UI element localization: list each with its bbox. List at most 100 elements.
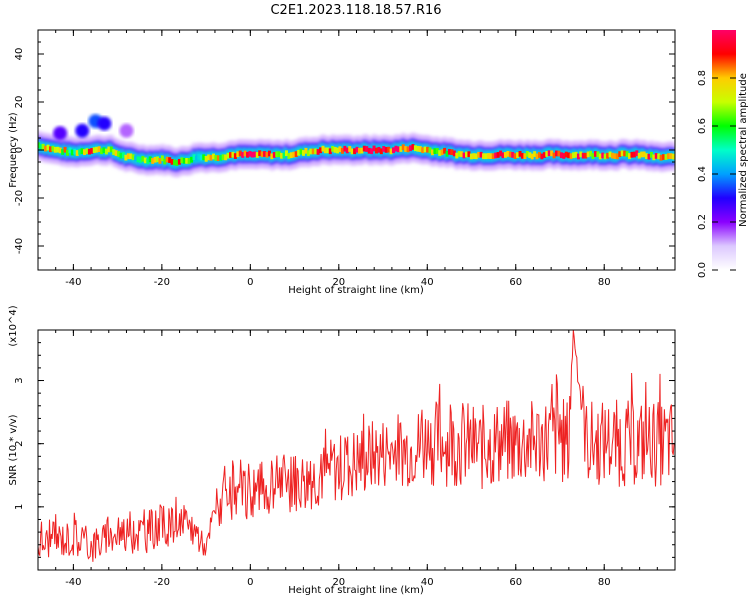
ridge-cell	[387, 146, 391, 153]
snr-ylabel: SNR (10 * v/v)	[8, 414, 19, 485]
ridge-cell	[297, 149, 301, 156]
ridge-cell	[552, 152, 556, 159]
ridge-cell	[367, 147, 371, 154]
ridge-cell	[326, 147, 330, 154]
ridge-cell	[606, 152, 610, 159]
ridge-cell	[506, 150, 510, 157]
ridge-cell	[328, 148, 332, 155]
ridge-cell	[401, 144, 405, 151]
ridge-cell	[299, 148, 303, 155]
ridge-cell	[445, 150, 449, 157]
ridge-cell	[569, 153, 573, 160]
ridge-cell	[138, 157, 142, 163]
ridge-cell	[542, 152, 546, 158]
x-tick-label: 40	[421, 577, 434, 588]
ridge-cell	[284, 150, 288, 157]
ridge-cell	[494, 152, 498, 159]
spectrogram-patch	[97, 116, 112, 131]
ridge-cell	[567, 152, 571, 159]
ridge-cell	[465, 151, 469, 158]
x-tick-label: -40	[65, 277, 81, 288]
ridge-cell	[671, 153, 675, 160]
ridge-cell	[41, 143, 45, 150]
ridge-cell	[309, 148, 313, 155]
spectrogram-patch	[53, 126, 68, 141]
ridge-cell	[365, 146, 369, 152]
ridge-cell	[56, 146, 60, 153]
ridge-cell	[282, 152, 286, 159]
ridge-cell	[518, 150, 522, 157]
ridge-cell	[669, 153, 673, 159]
ridge-cell	[584, 152, 588, 159]
ridge-cell	[68, 147, 72, 154]
ridge-cell	[572, 152, 576, 159]
ridge-cell	[97, 146, 101, 153]
ridge-cell	[396, 146, 400, 153]
ridge-cell	[608, 151, 612, 158]
ridge-cell	[294, 151, 298, 157]
ridge-cell	[438, 150, 442, 156]
ridge-cell	[173, 159, 177, 166]
ridge-cell	[630, 151, 634, 158]
ridge-cell	[666, 153, 670, 160]
ridge-cell	[530, 153, 534, 160]
ridge-cell	[331, 145, 335, 152]
ridge-cell	[469, 153, 473, 160]
ridge-cell	[555, 150, 559, 157]
ridge-cell	[455, 152, 459, 159]
ridge-cell	[343, 145, 347, 152]
ridge-cell	[443, 147, 447, 154]
ridge-cell	[659, 154, 663, 161]
colorbar-ticks: 0.0 0.2 0.4 0.6 0.8	[697, 70, 736, 278]
ridge-cell	[185, 158, 189, 164]
ridge-cell	[192, 154, 196, 161]
colorbar-tick-label: 0.0	[697, 262, 708, 278]
ridge-cell	[197, 153, 201, 160]
ridge-cell	[462, 152, 466, 159]
ridge-cell	[92, 147, 96, 153]
ridge-cell	[489, 153, 493, 159]
ridge-cell	[460, 151, 464, 158]
ridge-cell	[433, 148, 437, 155]
ridge-cell	[85, 148, 89, 154]
ridge-cell	[136, 156, 140, 163]
ridge-cell	[211, 153, 215, 160]
ridge-cell	[550, 150, 554, 157]
ridge-cell	[345, 147, 349, 154]
ridge-cell	[586, 151, 590, 158]
x-tick-label: -20	[154, 577, 170, 588]
ridge-cell	[134, 155, 138, 162]
ridge-cell	[124, 154, 128, 161]
ridge-cell	[316, 149, 320, 155]
ridge-cell	[350, 148, 354, 155]
ridge-cell	[593, 151, 597, 157]
y-tick-label: 2	[14, 440, 25, 446]
ridge-cell	[323, 147, 327, 154]
ridge-cell	[221, 154, 225, 161]
ridge-cell	[657, 153, 661, 160]
ridge-cell	[652, 154, 656, 161]
ridge-cell	[236, 151, 240, 158]
ridge-cell	[413, 145, 417, 152]
ridge-cell	[253, 151, 257, 158]
ridge-cell	[537, 152, 541, 158]
ridge-cell	[260, 151, 264, 158]
ridge-cell	[51, 145, 55, 152]
ridge-cell	[598, 153, 602, 160]
ridge-cell	[372, 145, 376, 152]
ridge-cell	[632, 151, 636, 158]
y-tick-label: 0	[14, 147, 25, 153]
ridge-cell	[304, 147, 308, 154]
ridge-cell	[48, 146, 52, 153]
ridge-cell	[581, 152, 585, 159]
ridge-cell	[163, 158, 167, 165]
y-tick-label: 20	[14, 96, 25, 109]
colorbar-scale	[712, 30, 736, 270]
ridge-cell	[645, 153, 649, 159]
ridge-cell	[202, 154, 206, 161]
ridge-cell	[199, 154, 203, 161]
snr-xlabel: Height of straight line (km)	[288, 585, 424, 596]
ridge-cell	[457, 151, 461, 157]
ridge-cell	[73, 148, 77, 155]
ridge-cell	[389, 148, 393, 155]
